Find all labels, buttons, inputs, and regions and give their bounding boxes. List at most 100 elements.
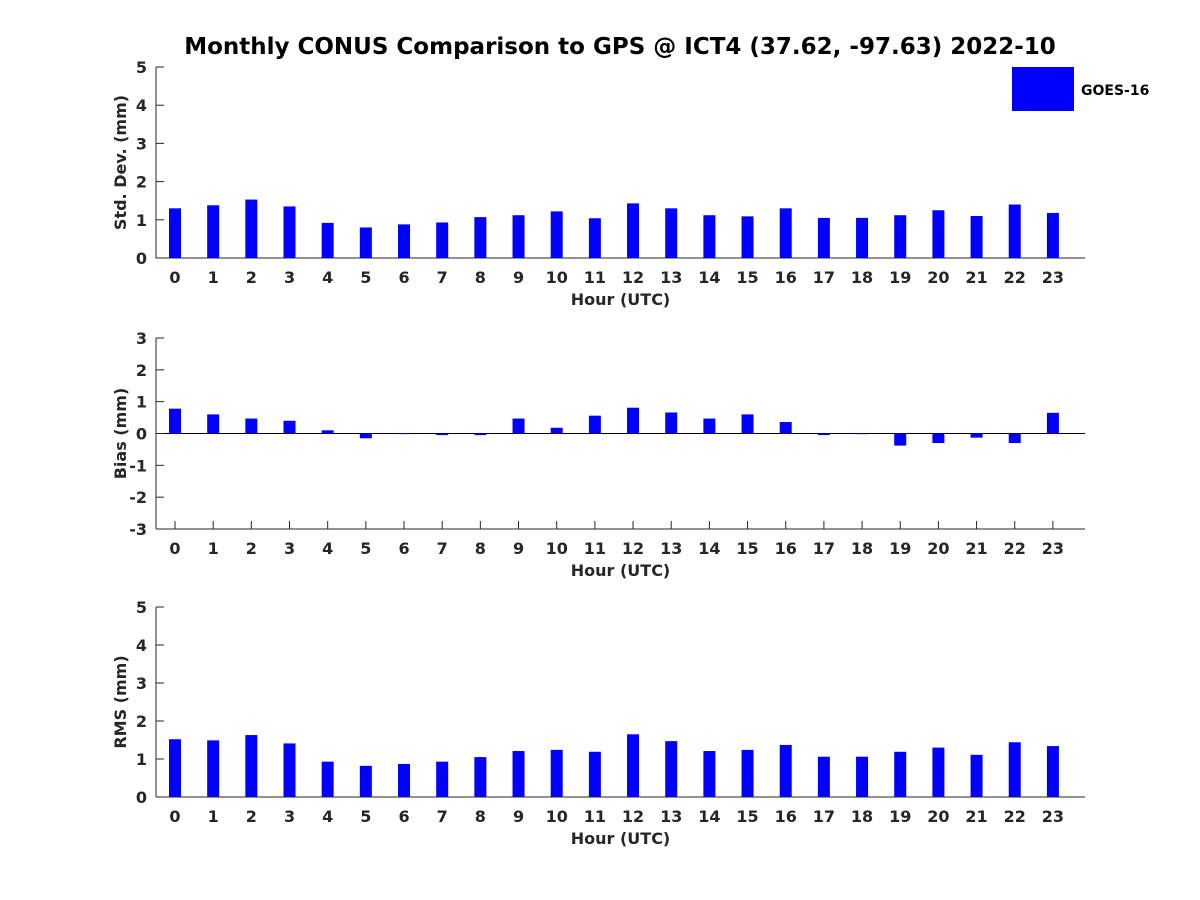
rms-bar xyxy=(169,739,181,797)
stddev-bar xyxy=(550,211,563,258)
stddev-bar xyxy=(588,218,601,258)
stddev-bar xyxy=(1008,204,1021,258)
rms-bar xyxy=(932,747,945,797)
bias-bar xyxy=(512,418,525,434)
rms-bar xyxy=(245,735,258,797)
rms-x-tick-label: 13 xyxy=(660,807,682,826)
stddev-bar xyxy=(856,217,869,258)
bias-x-tick-label: 10 xyxy=(546,539,568,558)
stddev-bar xyxy=(398,224,411,258)
rms-x-tick-label: 14 xyxy=(698,807,720,826)
bias-y-tick-label: 0 xyxy=(136,425,147,444)
bias-bar xyxy=(245,418,258,434)
stddev-x-tick-label: 15 xyxy=(736,268,758,287)
bias-x-tick-label: 21 xyxy=(965,539,987,558)
rms-y-tick-label: 3 xyxy=(136,674,147,693)
bias-x-tick-label: 22 xyxy=(1004,539,1026,558)
bias-x-tick-label: 2 xyxy=(246,539,257,558)
rms-x-tick-label: 19 xyxy=(889,807,911,826)
bias-bar xyxy=(550,427,563,434)
rms-x-tick-label: 6 xyxy=(398,807,409,826)
stddev-x-tick-label: 7 xyxy=(437,268,448,287)
legend-swatch-goes16 xyxy=(1012,67,1074,111)
bias-bar xyxy=(779,422,792,434)
bias-bar xyxy=(283,420,296,434)
rms-x-tick-label: 11 xyxy=(584,807,606,826)
rms-x-tick-label: 9 xyxy=(513,807,524,826)
rms-bar xyxy=(817,756,830,797)
stddev-x-tick-label: 20 xyxy=(927,268,949,287)
stddev-x-tick-label: 17 xyxy=(813,268,835,287)
rms-bar xyxy=(359,765,372,797)
stddev-x-tick-label: 16 xyxy=(775,268,797,287)
stddev-bar xyxy=(932,210,945,258)
stddev-x-tick-label: 10 xyxy=(546,268,568,287)
rms-y-tick-label: 4 xyxy=(136,636,147,655)
chart-title: Monthly CONUS Comparison to GPS @ ICT4 (… xyxy=(184,34,1056,60)
rms-x-tick-label: 12 xyxy=(622,807,644,826)
stddev-bar xyxy=(245,199,258,258)
rms-bar xyxy=(588,751,601,797)
rms-x-tick-label: 1 xyxy=(208,807,219,826)
bias-bar xyxy=(1008,433,1021,444)
stddev-bar xyxy=(512,215,525,258)
bias-bar xyxy=(321,430,334,434)
stddev-x-tick-label: 3 xyxy=(284,268,295,287)
rms-bar xyxy=(1046,746,1059,797)
bias-x-tick-label: 20 xyxy=(927,539,949,558)
stddev-x-tick-label: 23 xyxy=(1042,268,1064,287)
bias-x-tick-label: 9 xyxy=(513,539,524,558)
bias-bar xyxy=(398,433,411,435)
rms-bar xyxy=(550,749,563,797)
stddev-y-tick-label: 2 xyxy=(136,173,147,192)
bias-x-tick-label: 6 xyxy=(398,539,409,558)
rms-y-tick-label: 1 xyxy=(136,750,147,769)
bias-bar xyxy=(817,433,830,436)
rms-bar xyxy=(894,751,907,797)
rms-bar xyxy=(703,751,716,797)
stddev-bar xyxy=(970,215,983,258)
rms-x-tick-label: 5 xyxy=(360,807,371,826)
rms-bar xyxy=(474,757,487,797)
stddev-y-tick-label: 1 xyxy=(136,211,147,230)
legend: GOES-16 xyxy=(1012,67,1149,111)
bias-x-tick-label: 0 xyxy=(169,539,180,558)
bias-x-tick-label: 7 xyxy=(437,539,448,558)
rms-x-tick-label: 18 xyxy=(851,807,873,826)
rms-x-tick-label: 16 xyxy=(775,807,797,826)
bias-bar xyxy=(207,414,220,434)
bias-bar xyxy=(894,433,907,446)
bias-y-tick-label: 2 xyxy=(136,361,147,380)
rms-bar xyxy=(970,754,983,797)
stddev-bar xyxy=(283,206,296,258)
rms-x-axis-label: Hour (UTC) xyxy=(571,829,671,848)
bias-bar xyxy=(359,433,372,439)
bias-x-tick-label: 3 xyxy=(284,539,295,558)
bias-y-tick-label: 1 xyxy=(136,393,147,412)
rms-y-tick-label: 0 xyxy=(136,788,147,807)
stddev-y-axis-label: Std. Dev. (mm) xyxy=(111,95,130,230)
rms-x-tick-label: 0 xyxy=(169,807,180,826)
stddev-bar xyxy=(207,205,220,258)
stddev-bar xyxy=(817,217,830,258)
rms-bar xyxy=(856,756,869,797)
rms-x-tick-label: 23 xyxy=(1042,807,1064,826)
bias-x-tick-label: 5 xyxy=(360,539,371,558)
stddev-x-tick-label: 12 xyxy=(622,268,644,287)
stddev-bar xyxy=(627,203,640,258)
bias-bar xyxy=(627,407,640,434)
stddev-x-tick-label: 21 xyxy=(965,268,987,287)
bias-x-tick-label: 11 xyxy=(584,539,606,558)
rms-x-tick-label: 21 xyxy=(965,807,987,826)
stddev-x-tick-label: 13 xyxy=(660,268,682,287)
rms-y-axis-label: RMS (mm) xyxy=(111,655,130,748)
bias-x-tick-label: 15 xyxy=(736,539,758,558)
bias-bar xyxy=(1046,412,1059,434)
stddev-bar xyxy=(169,208,181,258)
bias-x-tick-label: 23 xyxy=(1042,539,1064,558)
